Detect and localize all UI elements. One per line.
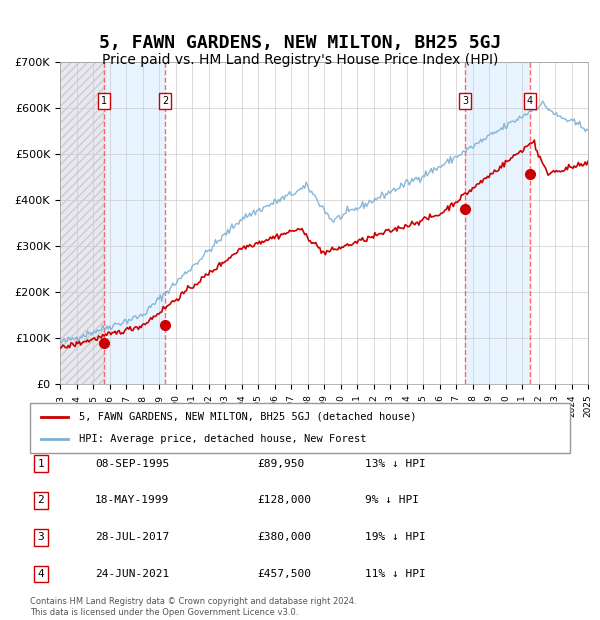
Text: £457,500: £457,500 [257, 569, 311, 579]
Text: 24-JUN-2021: 24-JUN-2021 [95, 569, 169, 579]
Text: £128,000: £128,000 [257, 495, 311, 505]
Text: 3: 3 [463, 95, 469, 105]
Text: Contains HM Land Registry data © Crown copyright and database right 2024.
This d: Contains HM Land Registry data © Crown c… [30, 598, 356, 617]
Text: £380,000: £380,000 [257, 532, 311, 542]
Text: 18-MAY-1999: 18-MAY-1999 [95, 495, 169, 505]
Text: 3: 3 [37, 532, 44, 542]
Text: 13% ↓ HPI: 13% ↓ HPI [365, 459, 425, 469]
Text: 4: 4 [527, 95, 533, 105]
Text: 19% ↓ HPI: 19% ↓ HPI [365, 532, 425, 542]
Text: 2: 2 [37, 495, 44, 505]
Bar [104, 62, 165, 384]
Text: 5, FAWN GARDENS, NEW MILTON, BH25 5GJ (detached house): 5, FAWN GARDENS, NEW MILTON, BH25 5GJ (d… [79, 412, 416, 422]
FancyBboxPatch shape [30, 403, 570, 453]
Text: 28-JUL-2017: 28-JUL-2017 [95, 532, 169, 542]
Text: 08-SEP-1995: 08-SEP-1995 [95, 459, 169, 469]
Text: 5, FAWN GARDENS, NEW MILTON, BH25 5GJ: 5, FAWN GARDENS, NEW MILTON, BH25 5GJ [99, 34, 501, 52]
Text: 1: 1 [101, 95, 107, 105]
Bar [466, 62, 530, 384]
Text: Price paid vs. HM Land Registry's House Price Index (HPI): Price paid vs. HM Land Registry's House … [102, 53, 498, 67]
Text: HPI: Average price, detached house, New Forest: HPI: Average price, detached house, New … [79, 434, 366, 444]
Text: 1: 1 [37, 459, 44, 469]
Text: 11% ↓ HPI: 11% ↓ HPI [365, 569, 425, 579]
Bar [60, 62, 104, 384]
Text: 9% ↓ HPI: 9% ↓ HPI [365, 495, 419, 505]
Text: 4: 4 [37, 569, 44, 579]
Text: 2: 2 [162, 95, 169, 105]
Text: £89,950: £89,950 [257, 459, 304, 469]
